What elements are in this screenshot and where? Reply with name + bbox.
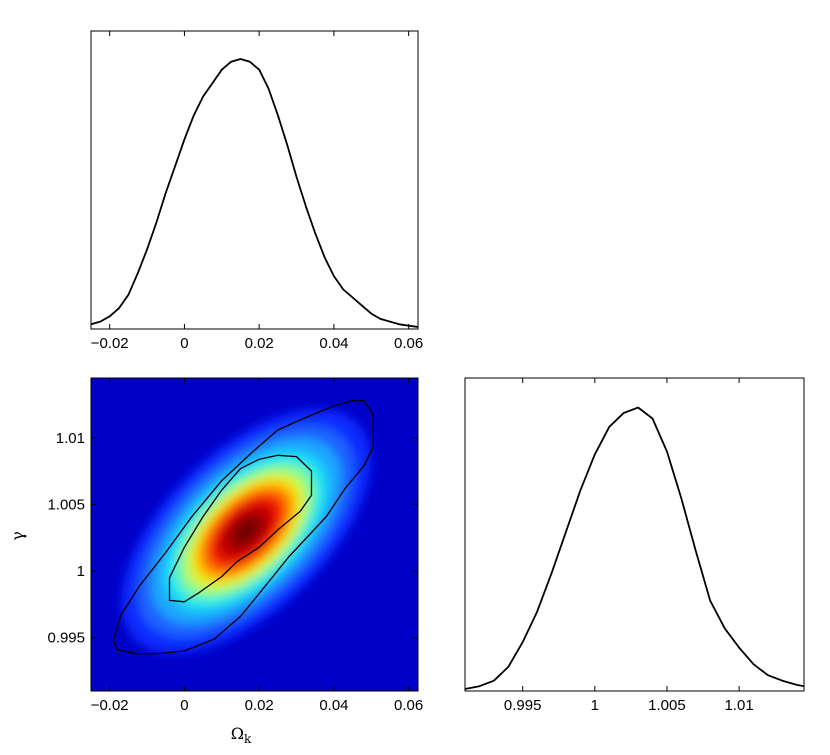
marginal-omega-k-xtick-label: 0.02 [245,335,274,352]
contour-68pct [168,454,313,603]
joint-xtick-label: 0.02 [245,697,274,714]
marginal-gamma-frame [464,377,805,692]
contour-95pct [112,399,374,655]
marginal-omega-k-frame [90,30,419,330]
x-axis-label: Ωk [231,724,252,746]
marginal-omega-k-curve [90,58,419,328]
marginal-omega-k-xtick-label: −0.02 [91,335,129,352]
joint-posterior-ticks: −0.02 0 0.02 0.04 0.06 0.995 1 1.005 1.01 [47,378,423,714]
joint-ytick-label: 1 [77,563,85,580]
joint-xtick-label: 0 [180,697,188,714]
marginal-gamma-curve [464,406,805,690]
joint-ytick-label: 1.01 [56,430,85,447]
confidence-contours [112,399,374,655]
marginal-omega-k-xtick-label: 0 [180,335,188,352]
marginal-omega-k-xtick-label: 0.04 [319,335,348,352]
marginal-gamma-ticks: 0.995 1 1.005 1.01 [504,378,754,714]
joint-xtick-label: −0.02 [91,697,129,714]
heatmap-level-11 [236,522,256,541]
joint-posterior-panel: −0.02 0 0.02 0.04 0.06 0.995 1 1.005 1.01 Ωk γ [8,377,423,746]
joint-ytick-label: 0.995 [47,630,85,647]
joint-posterior-frame [90,377,419,692]
marginal-omega-k-xtick-label: 0.06 [394,335,423,352]
joint-posterior-heatmap [91,378,418,691]
marginal-gamma-xtick-label: 1.01 [724,697,753,714]
y-axis-label: γ [8,531,27,541]
marginal-omega-k-panel: −0.02 0 0.02 0.04 0.06 [90,30,423,352]
joint-xtick-label: 0.06 [394,697,423,714]
joint-xtick-label: 0.04 [319,697,348,714]
joint-ytick-label: 1.005 [47,497,85,514]
marginal-omega-k-ticks: −0.02 0 0.02 0.04 0.06 [91,31,423,352]
heatmap-density-layers [121,409,371,654]
marginal-gamma-xtick-label: 0.995 [504,697,542,714]
marginal-gamma-xtick-label: 1 [591,697,599,714]
marginal-gamma-panel: 0.995 1 1.005 1.01 [464,377,805,714]
marginal-gamma-xtick-label: 1.005 [648,697,686,714]
